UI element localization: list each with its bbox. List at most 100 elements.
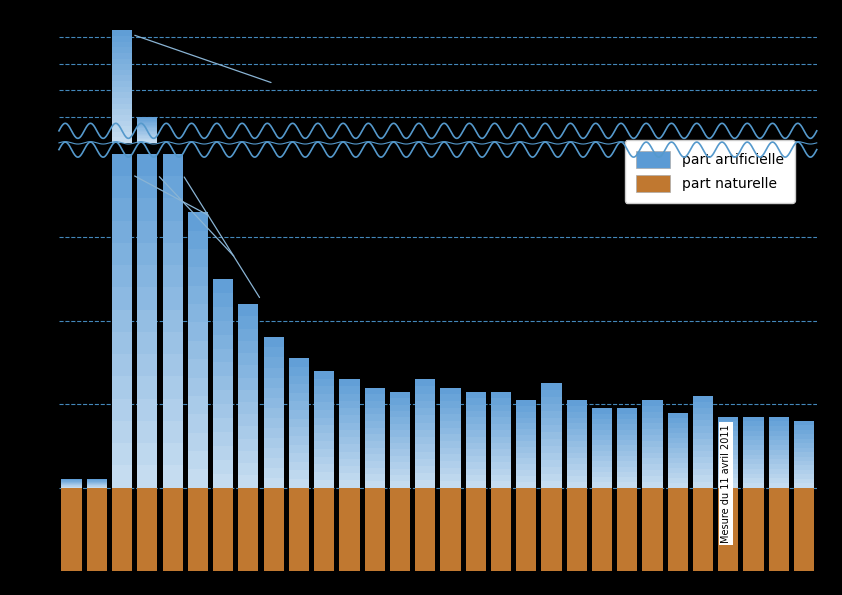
Bar: [541, 467, 562, 474]
Bar: [668, 433, 688, 438]
Bar: [112, 30, 132, 36]
Bar: [112, 109, 132, 115]
Bar: [163, 377, 183, 399]
Bar: [668, 468, 688, 472]
Bar: [440, 428, 461, 434]
Bar: [137, 377, 157, 399]
Bar: [112, 70, 132, 76]
Bar: [365, 447, 385, 455]
Bar: [238, 451, 258, 464]
Bar: [743, 436, 764, 440]
Bar: [238, 439, 258, 451]
Bar: [390, 488, 410, 571]
Bar: [592, 440, 612, 446]
Bar: [794, 425, 814, 430]
Bar: [466, 424, 486, 430]
Bar: [642, 441, 663, 447]
Bar: [163, 287, 183, 309]
Bar: [238, 414, 258, 427]
Bar: [137, 140, 157, 142]
Bar: [769, 445, 789, 450]
Bar: [592, 488, 612, 571]
Bar: [718, 426, 738, 431]
Bar: [516, 459, 536, 464]
Bar: [693, 445, 713, 451]
Bar: [137, 126, 157, 127]
Bar: [743, 483, 764, 488]
Bar: [466, 449, 486, 456]
Bar: [137, 243, 157, 265]
Bar: [794, 488, 814, 571]
Bar: [112, 137, 132, 143]
Bar: [769, 440, 789, 445]
Bar: [466, 398, 486, 405]
Bar: [238, 464, 258, 475]
Bar: [213, 390, 233, 404]
Bar: [769, 455, 789, 459]
Bar: [794, 434, 814, 439]
Bar: [592, 456, 612, 461]
Bar: [642, 464, 663, 470]
Bar: [87, 488, 107, 571]
Bar: [112, 87, 132, 92]
Bar: [794, 439, 814, 443]
Bar: [289, 488, 309, 571]
Bar: [743, 469, 764, 474]
Bar: [668, 443, 688, 447]
Bar: [743, 421, 764, 426]
Bar: [491, 430, 511, 437]
Bar: [769, 464, 789, 469]
Bar: [617, 414, 637, 419]
Bar: [491, 462, 511, 468]
Bar: [112, 53, 132, 58]
Bar: [213, 418, 233, 432]
Bar: [743, 440, 764, 445]
Bar: [415, 481, 435, 488]
Bar: [137, 127, 157, 129]
Bar: [541, 460, 562, 467]
Bar: [137, 443, 157, 465]
Bar: [112, 58, 132, 64]
Bar: [718, 455, 738, 459]
Bar: [642, 482, 663, 488]
Bar: [769, 421, 789, 426]
Bar: [188, 488, 208, 571]
Bar: [794, 452, 814, 456]
Bar: [390, 430, 410, 437]
Text: Mesure du 11 avril 2011: Mesure du 11 avril 2011: [721, 424, 731, 543]
Bar: [516, 412, 536, 418]
Bar: [617, 466, 637, 472]
Bar: [339, 386, 360, 394]
Bar: [743, 426, 764, 431]
Bar: [264, 377, 284, 387]
Bar: [289, 410, 309, 419]
Bar: [769, 488, 789, 571]
Bar: [541, 488, 562, 571]
Bar: [339, 394, 360, 401]
Bar: [668, 463, 688, 468]
Bar: [339, 473, 360, 481]
Bar: [592, 472, 612, 477]
Bar: [112, 421, 132, 443]
Bar: [491, 392, 511, 398]
Bar: [617, 419, 637, 424]
Bar: [743, 478, 764, 483]
Bar: [137, 198, 157, 221]
Bar: [592, 446, 612, 450]
Bar: [112, 332, 132, 354]
Bar: [390, 405, 410, 411]
Bar: [516, 464, 536, 470]
Bar: [769, 469, 789, 474]
Bar: [289, 402, 309, 410]
Bar: [137, 136, 157, 138]
Bar: [137, 129, 157, 130]
Bar: [238, 353, 258, 365]
Bar: [794, 447, 814, 452]
Bar: [112, 465, 132, 488]
Bar: [693, 475, 713, 481]
Bar: [112, 399, 132, 421]
Bar: [415, 408, 435, 415]
Bar: [516, 476, 536, 482]
Bar: [642, 488, 663, 571]
Bar: [213, 293, 233, 307]
